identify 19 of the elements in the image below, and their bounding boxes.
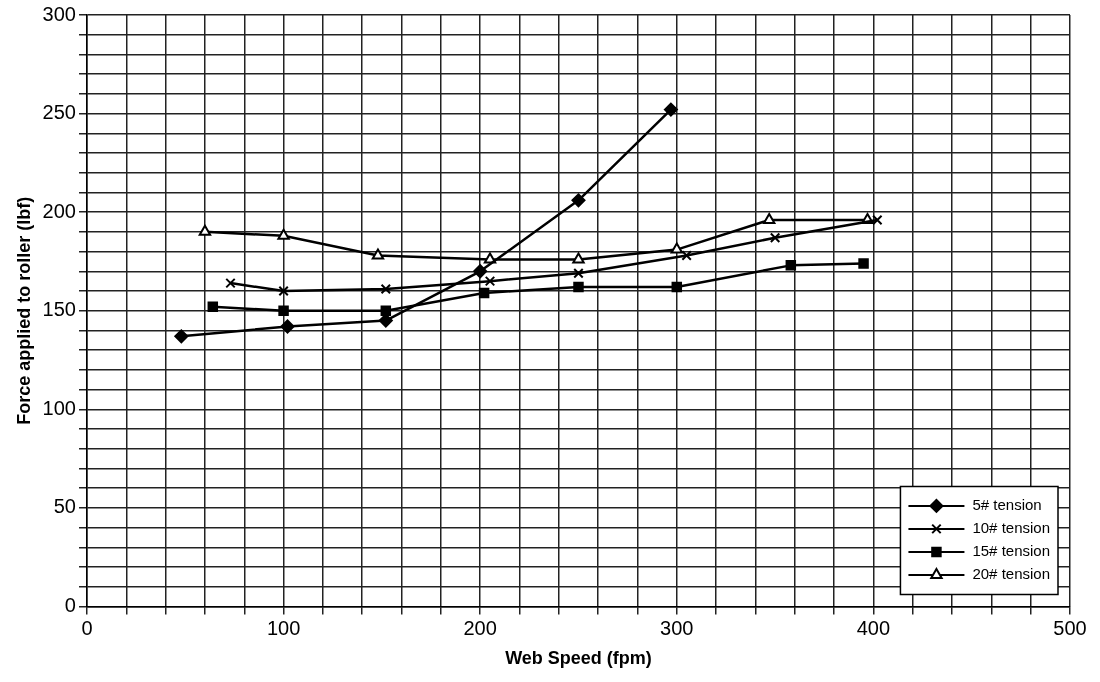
x-tick-label: 200 (463, 616, 497, 639)
y-tick-label: 250 (42, 101, 76, 124)
y-tick-label: 300 (42, 2, 76, 25)
legend-label: 20# tension (972, 565, 1051, 583)
x-axis-title: Web Speed (fpm) (505, 648, 652, 669)
y-tick-label: 100 (42, 396, 76, 419)
y-tick-label: 200 (42, 199, 76, 222)
x-tick-label: 0 (81, 616, 93, 639)
legend-label: 5# tension (972, 496, 1042, 514)
y-tick-label: 150 (42, 298, 76, 321)
y-axis-title: Force applied to roller (lbf) (13, 196, 34, 425)
x-tick-label: 500 (1053, 616, 1087, 639)
x-tick-label: 400 (856, 616, 891, 639)
legend-label: 10# tension (972, 519, 1051, 537)
legend-label: 15# tension (972, 542, 1051, 560)
x-tick-label: 100 (266, 616, 301, 639)
y-tick-label: 50 (53, 495, 76, 518)
x-tick-label: 300 (660, 616, 694, 639)
y-tick-label: 0 (64, 593, 76, 616)
